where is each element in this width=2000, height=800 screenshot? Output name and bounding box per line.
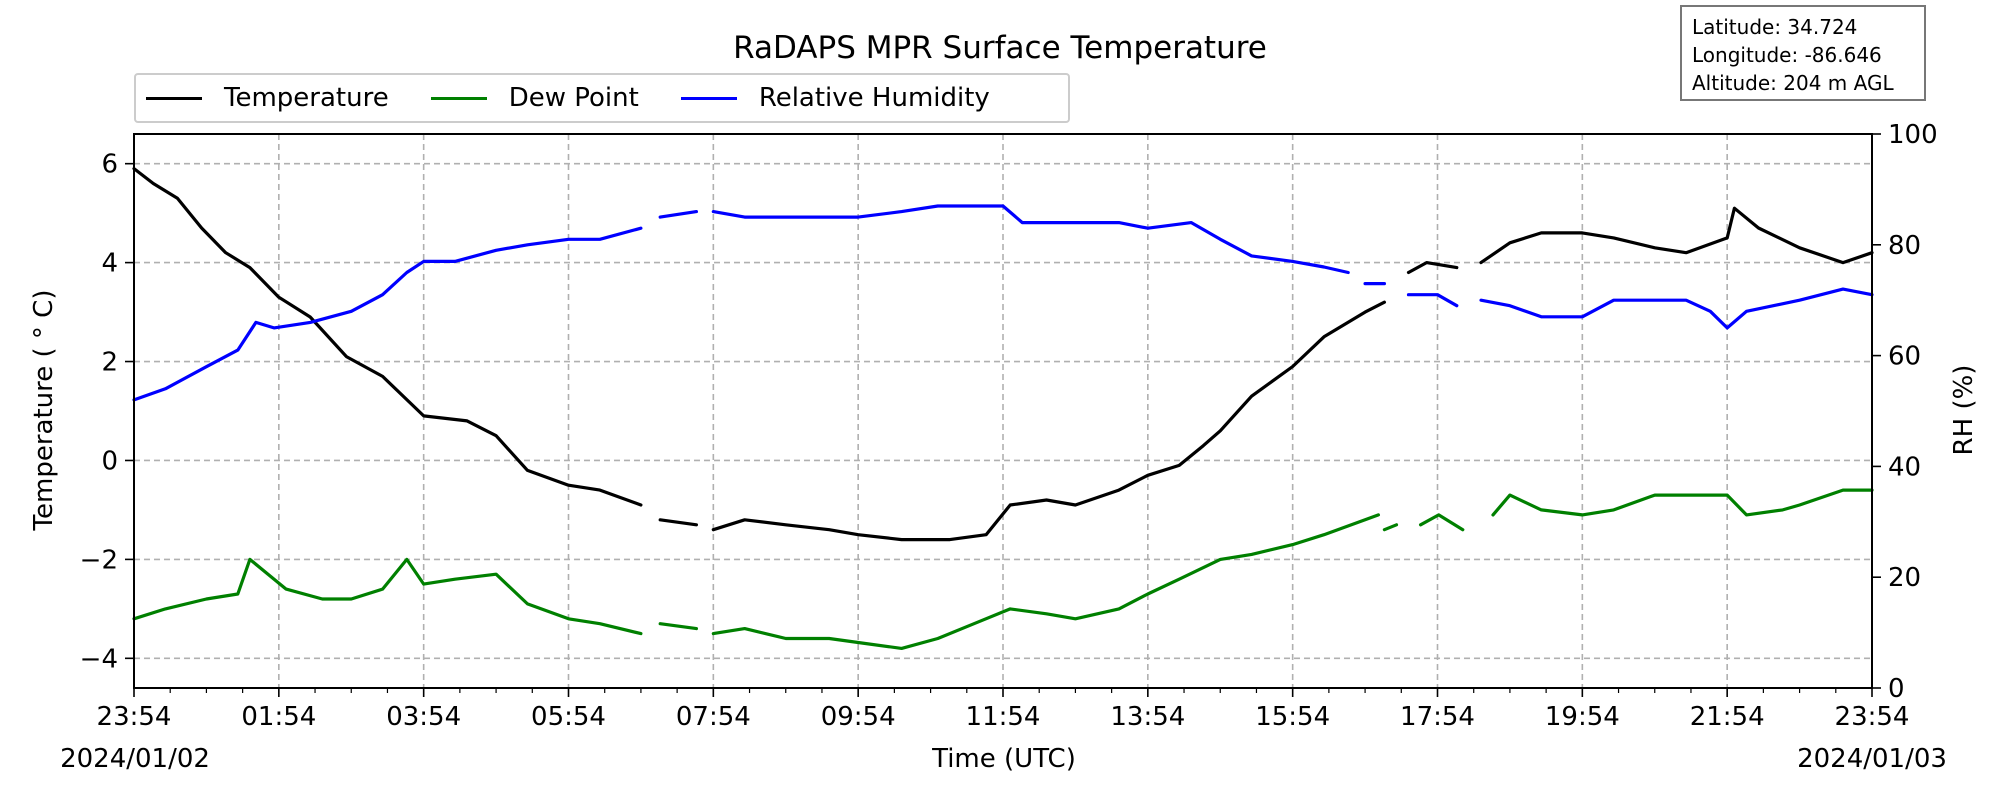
y-tick-label: 0 [101,446,118,476]
y-axis-label: Temperature ( ° C) [29,290,59,532]
altitude-text: Altitude: 204 m AGL [1692,71,1894,95]
x-tick-labels: 23:54 01:54 03:54 05:54 07:54 09:54 11:54 13:54… [97,702,1910,732]
x-tick-label: 03:54 [386,702,461,732]
x-tick-label: 13:54 [1110,702,1185,732]
series-line-dew-point [658,622,699,631]
y2-tick-label: 20 [1888,563,1921,593]
legend: Temperature Dew Point Relative Humidity [134,73,1070,123]
series-line-dew-point [1418,513,1465,532]
y2-tick-label: 100 [1888,120,1938,150]
series-line-temperature [132,167,643,507]
series-line-dew-point [1491,488,1874,517]
x-tick-label: 09:54 [821,702,896,732]
series-line-temperature [1479,206,1874,265]
series-line-dew-point [711,513,1381,651]
x-start-date-label: 2024/01/02 [60,744,210,774]
series-line-temperature [1406,261,1459,275]
x-tick-label: 21:54 [1690,702,1765,732]
y-tick-label: 6 [101,150,118,180]
legend-label-dew-point: Dew Point [508,83,639,113]
legend-swatch-dew-point [430,96,487,100]
y2-tick-label: 80 [1888,231,1921,261]
series-line-dew-point [1382,523,1399,532]
x-tick-label: 19:54 [1545,702,1620,732]
legend-label-relative-humidity: Relative Humidity [758,83,990,113]
longitude-text: Longitude: -86.646 [1692,43,1882,67]
y-tick-label: −4 [80,644,118,674]
legend-label-temperature: Temperature [224,83,389,113]
series-line-relative-humidity [132,226,643,402]
y-tick-label: 2 [101,348,118,378]
x-tick-label: 05:54 [531,702,606,732]
location-info-box: Latitude: 34.724 Longitude: -86.646 Alti… [1680,5,1926,101]
latitude-text: Latitude: 34.724 [1692,15,1858,39]
series-line-relative-humidity [1479,287,1874,330]
legend-item-dew-point: Dew Point [430,83,639,113]
chart-title: RaDAPS MPR Surface Temperature [733,30,1267,66]
x-tick-label: 23:54 [1835,702,1910,732]
legend-item-relative-humidity: Relative Humidity [680,83,990,113]
y2-tick-label: 60 [1888,342,1921,372]
x-tick-label: 07:54 [676,702,751,732]
legend-swatch-temperature [146,96,202,100]
legend-item-temperature: Temperature [146,83,389,113]
series-line-relative-humidity [711,204,1350,275]
y2-tick-labels: 0 20 40 60 80 100 [1888,120,1938,704]
y-tick-label: 4 [101,249,118,279]
series-layer [132,167,1874,651]
x-tick-label: 11:54 [966,702,1041,732]
x-tick-label: 23:54 [97,702,172,732]
series-line-relative-humidity [1406,293,1459,308]
series-line-temperature [711,300,1387,542]
series-line-relative-humidity [658,210,699,219]
series-line-dew-point [132,557,643,636]
x-tick-label: 01:54 [241,702,316,732]
y-tick-labels: −4 −2 0 2 4 6 [80,150,118,675]
grid-lines [134,134,1872,688]
series-line-temperature [658,518,699,527]
x-tick-label: 15:54 [1255,702,1330,732]
tick-marks [125,133,1881,697]
x-tick-label: 17:54 [1400,702,1475,732]
legend-swatch-relative-humidity [680,96,737,100]
y-tick-label: −2 [80,545,118,575]
y2-tick-label: 40 [1888,452,1921,482]
x-end-date-label: 2024/01/03 [1797,744,1947,774]
x-axis-label: Time (UTC) [931,744,1076,774]
y2-axis-label: RH (%) [1949,365,1979,456]
y2-tick-label: 0 [1888,674,1905,704]
